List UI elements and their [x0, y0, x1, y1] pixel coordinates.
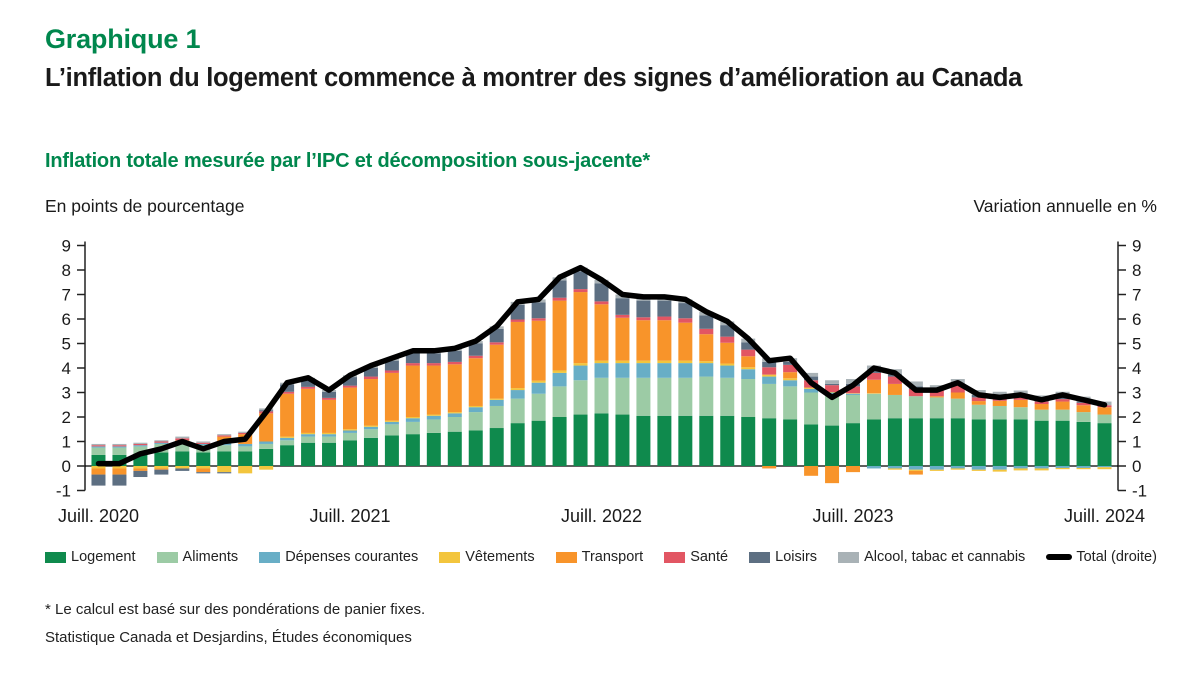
svg-text:8: 8	[1132, 261, 1141, 280]
legend-item: Loisirs	[749, 549, 817, 565]
svg-text:1: 1	[1132, 433, 1141, 452]
legend-label: Loisirs	[775, 549, 818, 565]
svg-text:9: 9	[62, 237, 71, 256]
x-axis-label: Juill. 2023	[812, 506, 893, 526]
chart-number-kicker: Graphique 1	[45, 24, 201, 54]
legend-swatch	[838, 551, 860, 563]
legend-item: Dépenses courantes	[259, 549, 418, 565]
legend-label: Logement	[71, 549, 136, 565]
legend-item: Aliments	[156, 549, 239, 565]
footnote-asterisk: * Le calcul est basé sur des pondération…	[45, 601, 426, 618]
legend-swatch	[555, 551, 577, 563]
legend-item: Vêtements	[439, 549, 535, 565]
svg-text:3: 3	[62, 384, 71, 403]
x-axis-label: Juill. 2020	[58, 506, 139, 526]
svg-text:2: 2	[1132, 408, 1141, 427]
legend-label: Aliments	[182, 549, 239, 565]
svg-text:4: 4	[62, 359, 71, 378]
page-title: L’inflation du logement commence à montr…	[45, 64, 1022, 92]
legend-label: Vêtements	[465, 549, 535, 565]
legend-label: Alcool, tabac et cannabis	[864, 549, 1026, 565]
svg-text:2: 2	[62, 408, 71, 427]
legend-item: Santé	[664, 549, 728, 565]
legend-swatch	[45, 551, 66, 563]
svg-text:0: 0	[62, 457, 71, 476]
svg-text:5: 5	[62, 335, 71, 354]
legend-swatch	[439, 551, 461, 563]
legend-label: Total (droite)	[1076, 549, 1157, 565]
svg-text:-1: -1	[1132, 482, 1147, 501]
legend-item-total: Total (droite)	[1046, 549, 1157, 565]
x-axis-label: Juill. 2024	[1064, 506, 1145, 526]
legend-item: Transport	[555, 549, 644, 565]
legend-item: Logement	[45, 549, 136, 565]
legend-swatch	[664, 551, 686, 563]
chart-area: 9 9 8 8 7 7 6 6 5 5 4 4 3 3 2 2 1 1 0 0 -1 -1 Juill. 2020 Juill…	[0, 230, 1200, 535]
svg-text:5: 5	[1132, 335, 1141, 354]
svg-text:9: 9	[1132, 237, 1141, 256]
right-axis-caption: Variation annuelle en %	[973, 196, 1157, 216]
x-axis-label: Juill. 2022	[561, 506, 642, 526]
svg-text:0: 0	[1132, 457, 1141, 476]
footnote-source: Statistique Canada et Desjardins, Études…	[45, 629, 412, 646]
legend-swatch	[749, 551, 771, 563]
svg-text:6: 6	[1132, 310, 1141, 329]
svg-text:-1: -1	[56, 482, 71, 501]
svg-text:6: 6	[62, 310, 71, 329]
x-axis-label: Juill. 2021	[309, 506, 390, 526]
left-axis-caption: En points de pourcentage	[45, 196, 245, 216]
chart-svg: 9 9 8 8 7 7 6 6 5 5 4 4 3 3 2 2 1 1 0 0 -1 -1 Juill. 2020 Juill…	[56, 237, 1147, 527]
svg-text:1: 1	[62, 433, 71, 452]
legend-label: Transport	[581, 549, 644, 565]
page-subtitle: Inflation totale mesurée par l’IPC et dé…	[45, 150, 650, 172]
svg-text:7: 7	[62, 286, 71, 305]
svg-text:8: 8	[62, 261, 71, 280]
legend-swatch	[259, 551, 281, 563]
legend-label: Dépenses courantes	[285, 549, 419, 565]
axis-caption-row: En points de pourcentage Variation annue…	[45, 196, 1157, 217]
legend-item: Alcool, tabac et cannabis	[838, 549, 1025, 565]
legend-line-swatch	[1046, 554, 1073, 560]
svg-text:4: 4	[1132, 359, 1141, 378]
svg-text:7: 7	[1132, 286, 1141, 305]
svg-text:3: 3	[1132, 384, 1141, 403]
chart-legend: Logement Aliments Dépenses courantes Vêteme…	[45, 549, 1157, 565]
legend-swatch	[156, 551, 178, 563]
legend-label: Santé	[690, 549, 729, 565]
